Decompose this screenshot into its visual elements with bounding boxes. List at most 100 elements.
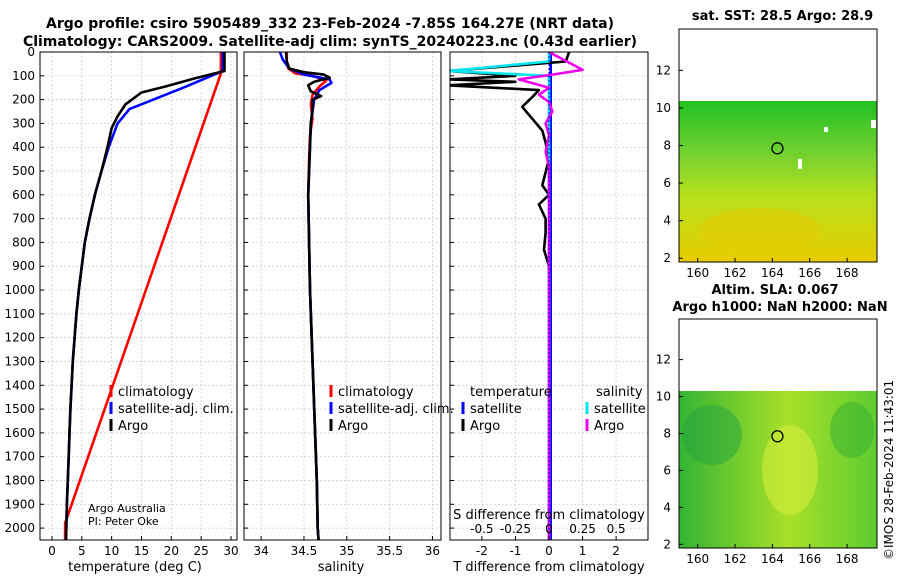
- figure-title-line1: Argo profile: csiro 5905489_332 23-Feb-2…: [46, 16, 614, 32]
- map-y-tick-label: 4: [663, 214, 671, 228]
- series-line-climatology: [63, 52, 223, 540]
- salinity-lines: [278, 52, 333, 540]
- argo-australia-annotation: Argo Australia: [88, 502, 166, 515]
- depth-tick-label: 600: [12, 188, 35, 202]
- depth-tick-label: 1200: [4, 331, 35, 345]
- panel-salinity-frame: [243, 51, 442, 541]
- depth-tick-label: 1400: [4, 378, 35, 392]
- depth-tick-label: 0: [27, 45, 35, 59]
- legend-climatology-label: climatology: [338, 385, 414, 400]
- argo-height-title: Argo h1000: NaN h2000: NaN: [672, 300, 888, 315]
- map-y-tick-label: 8: [663, 139, 671, 153]
- depth-tick-label: 500: [12, 164, 35, 178]
- depth-tick-label: 400: [12, 140, 35, 154]
- figure-title-line2: Climatology: CARS2009. Satellite-adj cli…: [22, 34, 638, 50]
- temperature-xlabel: temperature (deg C): [68, 560, 202, 575]
- map-x-tick-label: 160: [686, 266, 709, 280]
- panel-temperature-frame: [39, 51, 238, 541]
- x2-tick-label: 0.25: [569, 522, 596, 536]
- sst-cloud-gap: [798, 159, 802, 169]
- series-line-climatology: [285, 52, 328, 540]
- x-tick-label: 10: [104, 544, 119, 558]
- x-tick-label: 1: [579, 544, 587, 558]
- depth-tick-label: 1500: [4, 402, 35, 416]
- x-tick-label: 15: [134, 544, 149, 558]
- map-x-tick-label: 166: [798, 266, 821, 280]
- x-tick-label: 36: [425, 544, 440, 558]
- s-difference-xlabel: S difference from climatology: [453, 508, 645, 523]
- x-tick-label: 30: [223, 544, 238, 558]
- map-y-tick-label: 8: [663, 427, 671, 441]
- sla-map: [678, 318, 878, 549]
- x-tick-label: 35: [339, 544, 354, 558]
- series-line-argo: [64, 52, 226, 540]
- depth-tick-label: 1800: [4, 473, 35, 487]
- x-tick-label: -1: [509, 544, 521, 558]
- depth-tick-label: 700: [12, 212, 35, 226]
- sla-low-patch: [682, 405, 742, 465]
- depth-tick-label: 200: [12, 93, 35, 107]
- legend-satadj-label: satellite-adj. clim.: [338, 402, 454, 417]
- pi-annotation: PI: Peter Oke: [88, 515, 159, 528]
- series-line-satellite-adj-clim-: [278, 52, 333, 540]
- axis-ticks: 0 5 10 15 20 25 30 34 34.5 35 35.5 36 -2 -1 0 1 2 -0.5 -0.…: [4, 45, 625, 558]
- sst-cloud-gap: [824, 127, 828, 132]
- depth-tick-label: 2000: [4, 521, 35, 535]
- legend-temperature-header: temperature: [470, 385, 552, 400]
- legend-satadj-label: satellite-adj. clim.: [118, 402, 234, 417]
- map-y-tick-label: 2: [663, 251, 671, 265]
- x-tick-label: 20: [164, 544, 179, 558]
- x-tick-label: 0: [48, 544, 56, 558]
- map-y-tick-label: 4: [663, 500, 671, 514]
- legend-argo-label: Argo: [338, 419, 368, 434]
- map-x-tick-label: 164: [761, 266, 784, 280]
- legend-s-argo-label: Argo: [594, 419, 624, 434]
- map-y-tick-label: 6: [663, 176, 671, 190]
- map-x-tick-label: 168: [836, 552, 859, 566]
- map-x-tick-label: 162: [724, 552, 747, 566]
- sst-cloud-gap: [871, 120, 876, 128]
- series-line-argo: [284, 52, 331, 540]
- temperature-lines: [63, 52, 226, 540]
- legend-t-argo-label: Argo: [470, 419, 500, 434]
- series-line-salinity-satellite: [450, 52, 551, 540]
- sst-map: [678, 28, 878, 263]
- x2-tick-label: 0.5: [607, 522, 626, 536]
- difference-lines: [450, 52, 584, 540]
- depth-tick-label: 300: [12, 116, 35, 130]
- sst-warm-patch: [700, 208, 820, 252]
- legend-salinity-header: salinity: [596, 385, 643, 400]
- map-x-tick-label: 166: [798, 552, 821, 566]
- map-x-tick-label: 162: [724, 266, 747, 280]
- sst-map-title: sat. SST: 28.5 Argo: 28.9: [691, 9, 874, 24]
- x-tick-label: 5: [78, 544, 86, 558]
- depth-tick-label: 900: [12, 259, 35, 273]
- map-y-tick-label: 12: [656, 353, 671, 367]
- x2-tick-label: -0.5: [470, 522, 493, 536]
- x-tick-label: 0: [545, 544, 553, 558]
- x-tick-label: 34: [253, 544, 268, 558]
- sla-map-ticks: 160 162 164 166 168 2 4 6 8 10 12: [656, 353, 859, 566]
- depth-tick-label: 1700: [4, 450, 35, 464]
- x-tick-label: 35.5: [376, 544, 403, 558]
- map-x-tick-label: 168: [836, 266, 859, 280]
- grid-panel-salinity: [244, 51, 441, 540]
- depth-tick-label: 1300: [4, 354, 35, 368]
- legend-t-satellite-label: satellite: [470, 402, 522, 417]
- sla-map-title: Altim. SLA: 0.067: [711, 283, 839, 298]
- legend-difference: temperature salinity satellite Argo sate…: [461, 385, 646, 434]
- argo-position-marker: [771, 430, 784, 443]
- x-tick-label: -2: [476, 544, 488, 558]
- map-y-tick-label: 6: [663, 463, 671, 477]
- x-tick-label: 25: [194, 544, 209, 558]
- t-difference-xlabel: T difference from climatology: [452, 560, 645, 575]
- legend-s-satellite-label: satellite: [594, 402, 646, 417]
- argo-position-marker: [771, 142, 784, 155]
- series-line-salinity-argo: [517, 52, 584, 540]
- depth-tick-label: 1000: [4, 283, 35, 297]
- legend-temperature: climatology satellite-adj. clim. Argo: [109, 385, 234, 434]
- series-line-temperature-argo: [450, 52, 571, 540]
- depth-tick-label: 100: [12, 69, 35, 83]
- x2-tick-label: 0: [545, 522, 553, 536]
